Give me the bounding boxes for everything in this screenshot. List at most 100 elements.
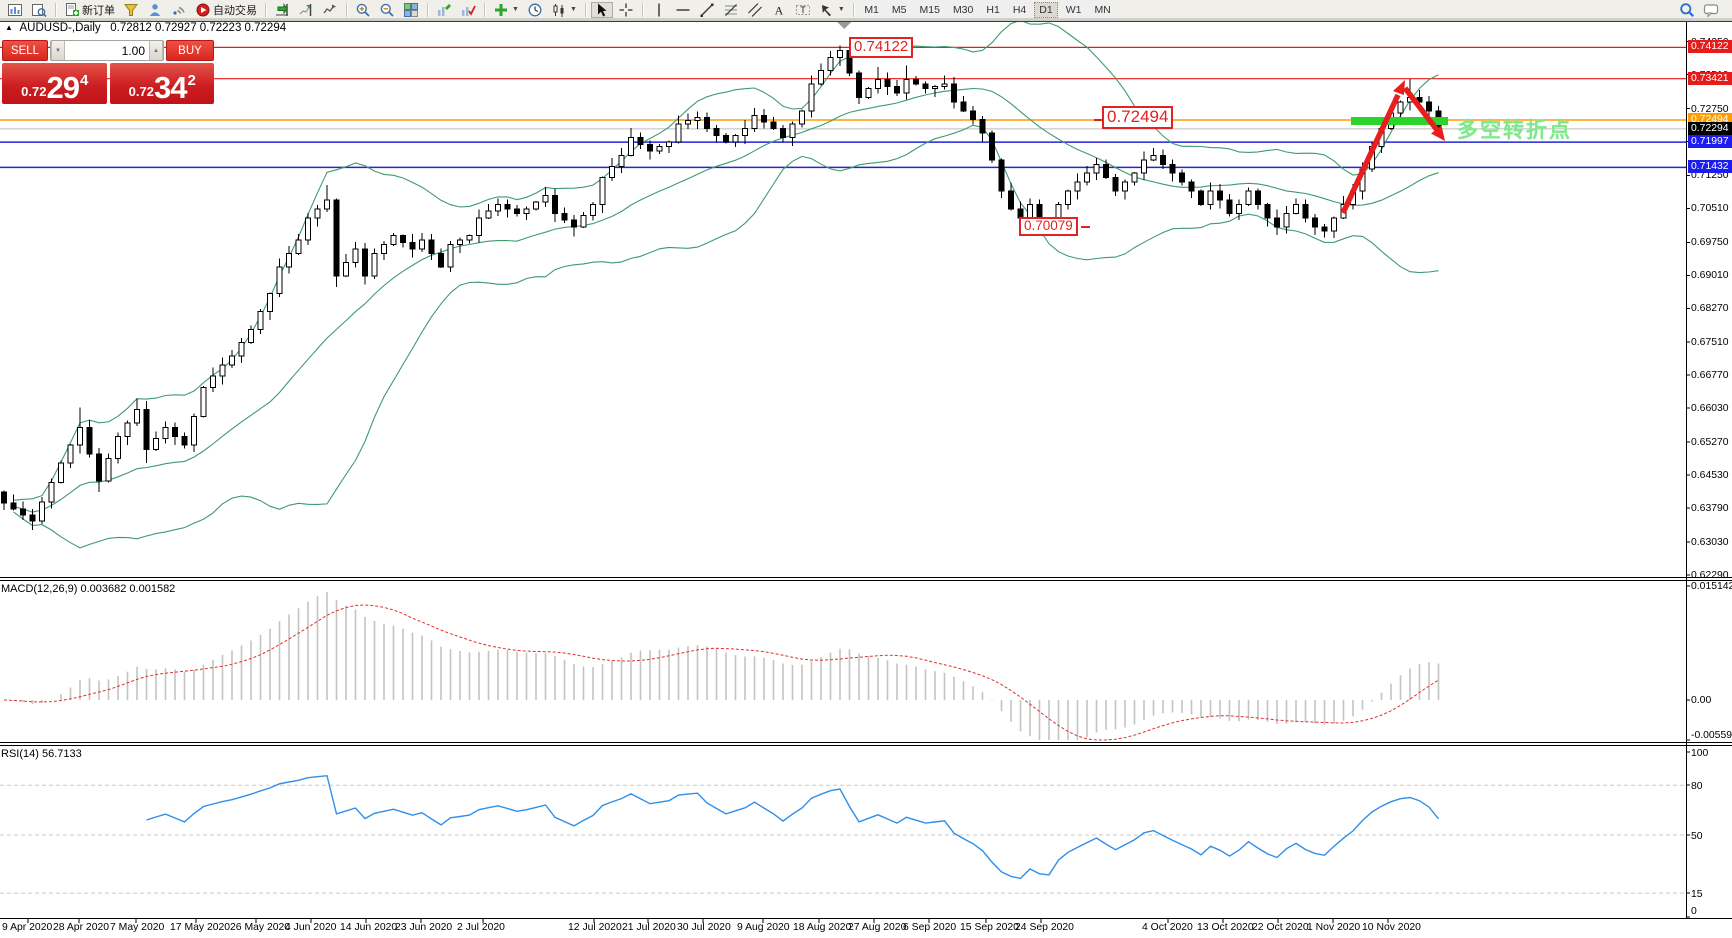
signal-button[interactable] — [168, 2, 190, 18]
annotation-pointer — [1081, 226, 1090, 228]
macd-histogram — [3, 591, 1440, 741]
volume-input[interactable] — [65, 41, 149, 60]
toolbar-separator — [584, 2, 586, 17]
chartwin-button[interactable] — [4, 2, 26, 18]
price-annotation-low[interactable]: 0.70079 — [1019, 217, 1078, 236]
window-splitter-icon[interactable] — [837, 22, 851, 29]
trend-arrow-drawing[interactable] — [1340, 80, 1448, 215]
timeframe-mn-button[interactable]: MN — [1088, 1, 1117, 18]
autotrade-button[interactable]: 自动交易 — [192, 2, 260, 18]
timeframe-m15-button[interactable]: M15 — [914, 1, 946, 18]
autoscroll-button[interactable] — [319, 2, 341, 18]
clock-icon — [528, 3, 542, 16]
autotrade-icon — [196, 3, 210, 16]
texta-icon: A — [775, 3, 784, 17]
chat-icon — [1703, 3, 1719, 18]
sell-price-tile[interactable]: 0.72 29 4 — [2, 63, 107, 104]
chartup-button[interactable] — [433, 2, 455, 18]
hline-button[interactable] — [672, 2, 694, 18]
volume-decrease-button[interactable]: ▼ — [51, 41, 65, 60]
addind-button[interactable]: ▼ — [490, 2, 522, 18]
funnel-icon — [124, 3, 138, 16]
dropdown-arrow-icon: ▼ — [512, 6, 519, 13]
chart-title: ▲ AUDUSD-,Daily 0.72812 0.72927 0.72223 … — [5, 22, 286, 34]
signal-icon — [173, 6, 185, 15]
sell-button[interactable]: SELL — [2, 40, 48, 61]
shiftend-icon — [276, 2, 288, 16]
funnel-button[interactable] — [120, 2, 142, 18]
toolbar-separator — [852, 2, 854, 17]
tile-button[interactable] — [400, 2, 422, 18]
autotrade-label: 自动交易 — [213, 4, 257, 17]
zoomin-icon — [356, 3, 370, 17]
fibo-icon — [724, 3, 737, 16]
charttype-icon — [553, 3, 564, 17]
svg-text:A: A — [775, 3, 784, 17]
fibo-button[interactable] — [720, 2, 742, 18]
chartmark-button[interactable] — [457, 2, 479, 18]
vline-icon — [658, 3, 660, 16]
channel-icon — [747, 2, 762, 17]
toolbar-separator — [641, 2, 643, 17]
shiftend-button[interactable] — [271, 2, 293, 18]
price-annotation-peak[interactable]: 0.74122 — [849, 37, 914, 58]
neworder-icon — [66, 2, 79, 16]
labelt-icon: T — [795, 4, 810, 15]
buy-price-prefix: 0.72 — [128, 84, 154, 99]
buy-price-pip: 2 — [187, 72, 196, 89]
timeframe-h4-button[interactable]: H4 — [1007, 1, 1032, 18]
texta-button[interactable]: A — [768, 2, 790, 18]
bollinger-bands — [13, 22, 1439, 549]
zoomin-button[interactable] — [352, 2, 374, 18]
trendline-button[interactable] — [696, 2, 718, 18]
chat-button[interactable] — [1700, 2, 1722, 18]
buy-button[interactable]: BUY — [166, 40, 214, 61]
channel-button[interactable] — [744, 2, 766, 18]
timeframe-w1-button[interactable]: W1 — [1060, 1, 1087, 18]
toolbar-separator — [346, 2, 347, 17]
timeframe-m5-button[interactable]: M5 — [886, 1, 912, 18]
shiftend2-icon — [299, 3, 312, 16]
timeframe-h1-button[interactable]: H1 — [980, 1, 1006, 18]
rsi-indicator — [0, 774, 1686, 894]
expand-triangle-icon[interactable]: ▲ — [5, 23, 13, 32]
trendline-icon — [700, 3, 714, 17]
cursor-icon — [597, 3, 607, 16]
buy-price-tile[interactable]: 0.72 34 2 — [109, 63, 214, 106]
shapes-icon — [821, 4, 831, 16]
volume-increase-button[interactable]: ▲ — [149, 41, 163, 60]
search-button[interactable] — [1676, 2, 1698, 18]
shapes-button[interactable]: ▼ — [816, 2, 848, 18]
price-annotation-mid[interactable]: 0.72494 — [1102, 106, 1174, 129]
labelt-button[interactable]: T — [792, 2, 814, 18]
clock-button[interactable] — [524, 2, 546, 18]
symbol-period-label: AUDUSD-,Daily — [19, 22, 101, 34]
crosshair-button[interactable] — [615, 2, 637, 18]
horizontal-level-lines[interactable] — [0, 46, 1686, 169]
one-click-trading-panel: SELL ▼ ▲ BUY 0.72 29 4 0.72 34 2 — [2, 40, 214, 104]
ohlc-values: 0.72812 0.72927 0.72223 0.72294 — [110, 22, 287, 34]
sell-price-prefix: 0.72 — [21, 84, 47, 99]
timeframe-m30-button[interactable]: M30 — [947, 1, 979, 18]
candlesticks[interactable] — [1, 45, 1442, 530]
zoomout-button[interactable] — [376, 2, 398, 18]
cursor-button[interactable] — [590, 1, 613, 18]
turning-point-note[interactable]: 多空转折点 — [1457, 119, 1572, 142]
timeframe-m1-button[interactable]: M1 — [858, 1, 885, 18]
crosshair-icon — [619, 3, 633, 16]
sell-price-main: 29 — [46, 70, 79, 106]
toolbar-separator — [55, 2, 56, 17]
chartup-icon — [438, 3, 451, 16]
chartmark-icon — [462, 5, 476, 16]
toolbar-right-icons — [1675, 2, 1723, 18]
neworder-button[interactable]: 新订单 — [61, 2, 118, 18]
timeframe-d1-button[interactable]: D1 — [1033, 1, 1059, 18]
svg-text:T: T — [800, 5, 806, 15]
vline-button[interactable] — [648, 2, 670, 18]
charttype-button[interactable]: ▼ — [548, 2, 580, 18]
preview-button[interactable] — [28, 2, 50, 18]
buy-price-main: 34 — [153, 70, 187, 106]
shiftend2-button[interactable] — [295, 2, 317, 18]
person-button[interactable] — [144, 2, 166, 18]
